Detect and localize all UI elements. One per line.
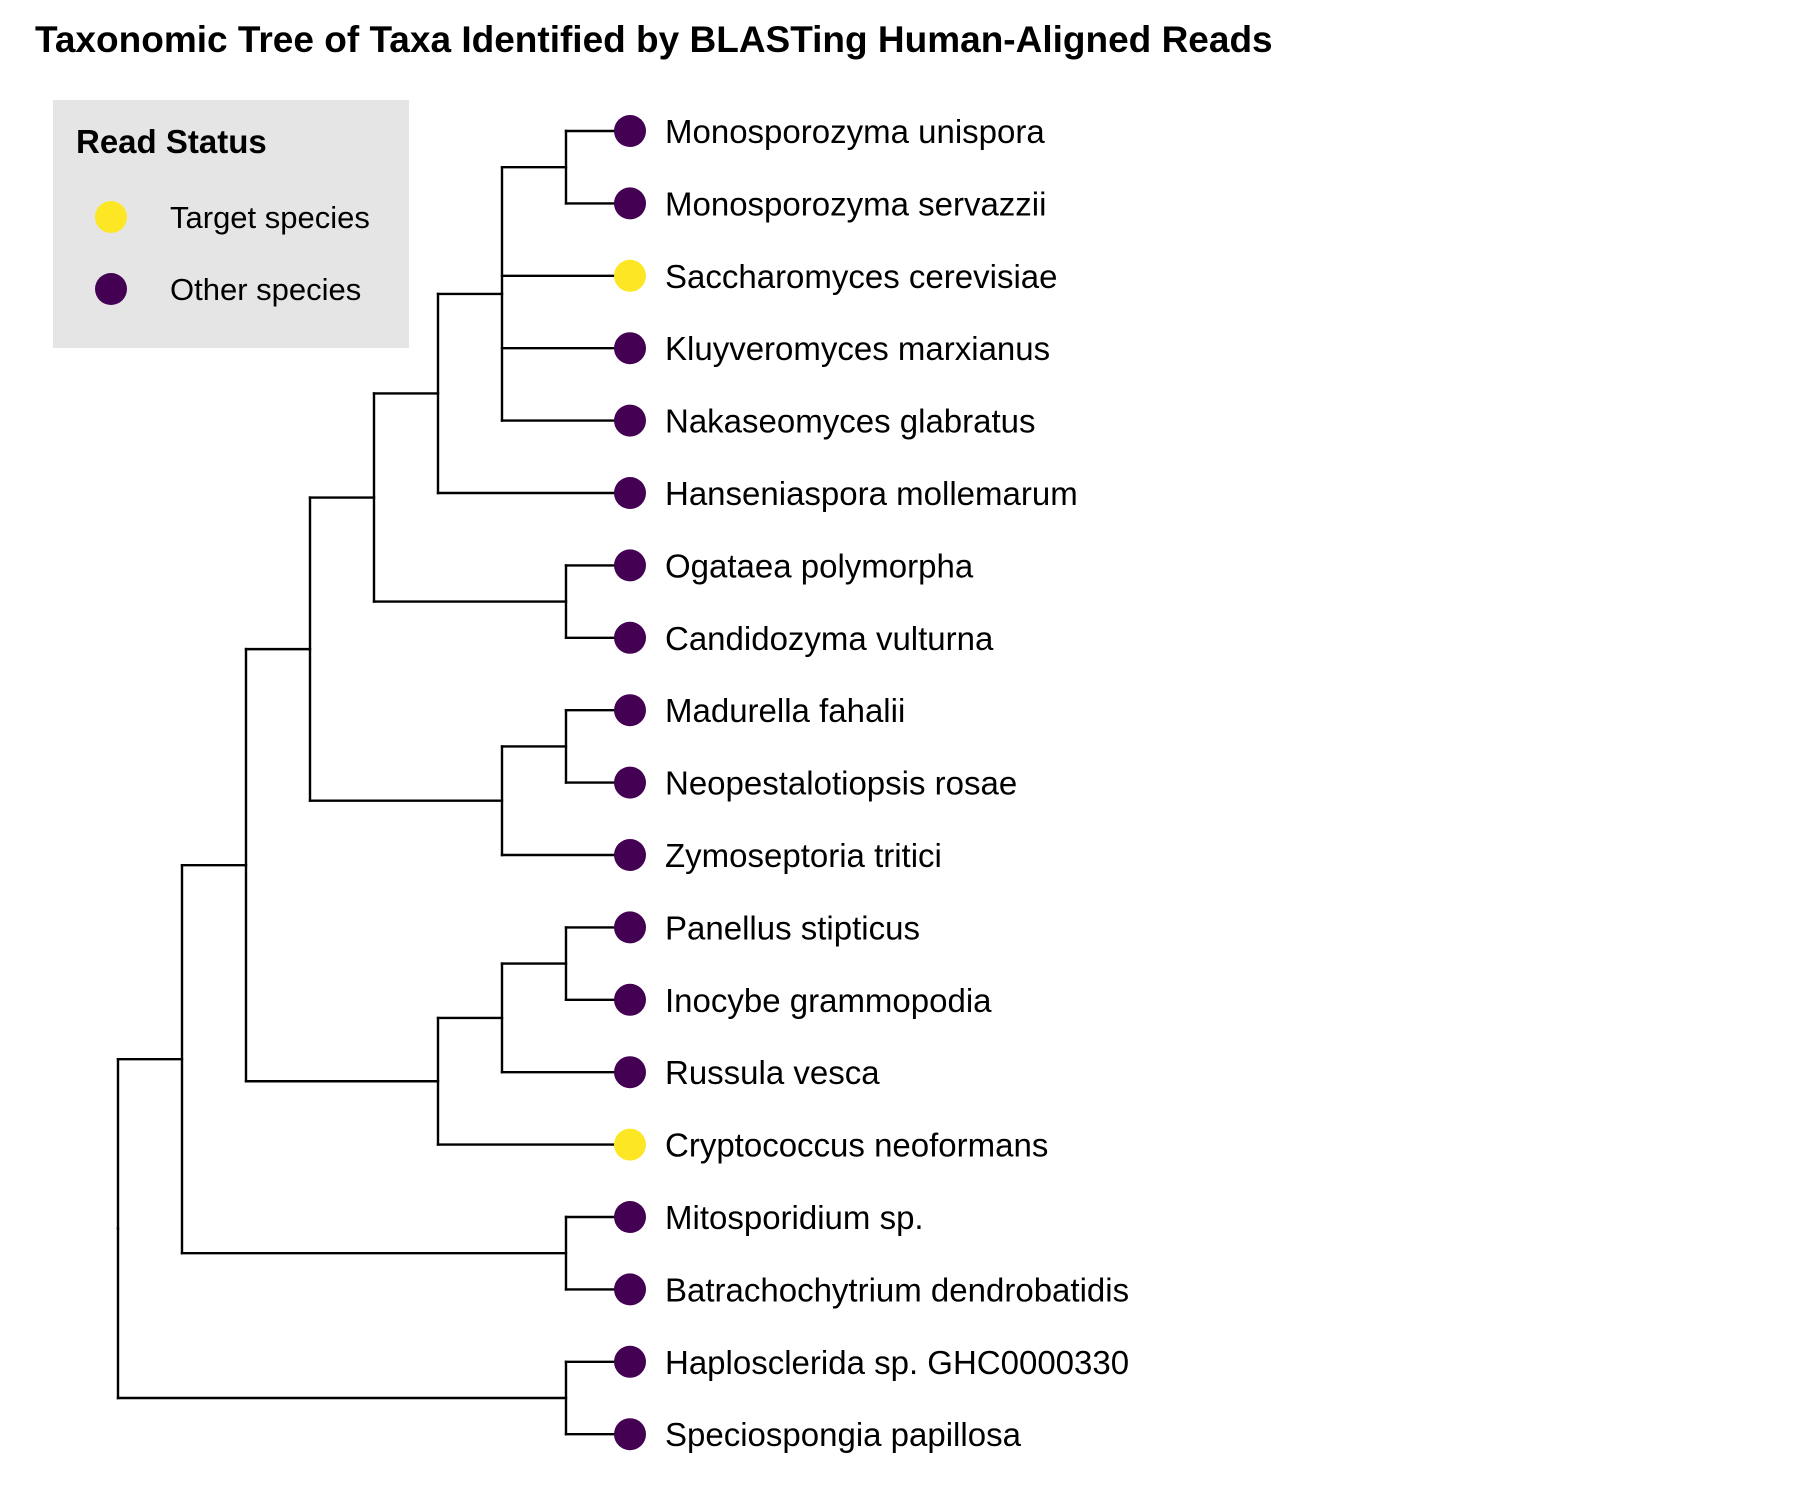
tip-label-russula-vesca: Russula vesca bbox=[665, 1054, 880, 1091]
tip-label-candidozyma-vulturna: Candidozyma vulturna bbox=[665, 620, 994, 657]
legend-label-other: Other species bbox=[170, 272, 361, 307]
tip-dot-russula-vesca bbox=[614, 1056, 646, 1089]
legend-key-target-dot bbox=[95, 201, 127, 233]
tree-branches bbox=[116, 129, 632, 1436]
figure-title: Taxonomic Tree of Taxa Identified by BLA… bbox=[35, 19, 1273, 60]
tip-dot-zymoseptoria-tritici bbox=[614, 839, 646, 871]
tip-label-panellus-stipticus: Panellus stipticus bbox=[665, 909, 920, 946]
tip-label-nakaseomyces-glabratus: Nakaseomyces glabratus bbox=[665, 403, 1036, 440]
tip-label-saccharomyces-cerevisiae: Saccharomyces cerevisiae bbox=[665, 258, 1058, 295]
tip-dot-kluyveromyces-marxianus bbox=[614, 332, 646, 365]
tip-dot-inocybe-grammopodia bbox=[614, 983, 646, 1016]
tip-label-neopestalotiopsis-rosae: Neopestalotiopsis rosae bbox=[665, 765, 1017, 802]
tip-dot-monosporozyma-unispora bbox=[614, 115, 646, 147]
tip-dot-cryptococcus-neoformans bbox=[614, 1128, 646, 1161]
tip-label-speciospongia-papillosa: Speciospongia papillosa bbox=[665, 1416, 1022, 1453]
tip-label-ogataea-polymorpha: Ogataea polymorpha bbox=[665, 547, 974, 584]
legend-key-other-dot bbox=[95, 273, 127, 305]
legend: Read Status Target species Other species bbox=[53, 100, 409, 348]
tip-dot-hanseniaspora-mollemarum bbox=[614, 477, 646, 509]
tip-label-kluyveromyces-marxianus: Kluyveromyces marxianus bbox=[665, 330, 1050, 367]
tip-dot-batrachochytrium-dendrobatidis bbox=[614, 1273, 646, 1306]
tip-dot-neopestalotiopsis-rosae bbox=[614, 766, 646, 799]
tip-dot-nakaseomyces-glabratus bbox=[614, 404, 646, 437]
tip-label-cryptococcus-neoformans: Cryptococcus neoformans bbox=[665, 1127, 1048, 1164]
tip-label-hanseniaspora-mollemarum: Hanseniaspora mollemarum bbox=[665, 475, 1078, 512]
tip-label-haplosclerida-sp-ghc0000330: Haplosclerida sp. GHC0000330 bbox=[665, 1344, 1129, 1381]
tip-dot-ogataea-polymorpha bbox=[614, 549, 646, 582]
tree-tips: Monosporozyma unispora Monosporozyma serv… bbox=[614, 113, 1129, 1453]
tip-dot-madurella-fahalii bbox=[614, 694, 646, 727]
legend-title: Read Status bbox=[76, 123, 267, 160]
tip-dot-haplosclerida-sp-ghc0000330 bbox=[614, 1345, 646, 1378]
tip-label-madurella-fahalii: Madurella fahalii bbox=[665, 692, 905, 729]
tip-dot-saccharomyces-cerevisiae bbox=[614, 259, 646, 292]
tip-label-monosporozyma-unispora: Monosporozyma unispora bbox=[665, 113, 1045, 150]
tip-dot-speciospongia-papillosa bbox=[614, 1418, 646, 1451]
tip-label-batrachochytrium-dendrobatidis: Batrachochytrium dendrobatidis bbox=[665, 1271, 1129, 1308]
tip-label-mitosporidium-sp: Mitosporidium sp. bbox=[665, 1199, 924, 1236]
tip-label-zymoseptoria-tritici: Zymoseptoria tritici bbox=[665, 837, 942, 874]
legend-label-target: Target species bbox=[170, 200, 370, 235]
tip-label-inocybe-grammopodia: Inocybe grammopodia bbox=[665, 982, 992, 1019]
tip-dot-monosporozyma-servazzii bbox=[614, 187, 646, 220]
tip-label-monosporozyma-servazzii: Monosporozyma servazzii bbox=[665, 185, 1046, 222]
tip-dot-panellus-stipticus bbox=[614, 911, 646, 944]
tip-dot-mitosporidium-sp bbox=[614, 1201, 646, 1233]
tip-dot-candidozyma-vulturna bbox=[614, 621, 646, 654]
